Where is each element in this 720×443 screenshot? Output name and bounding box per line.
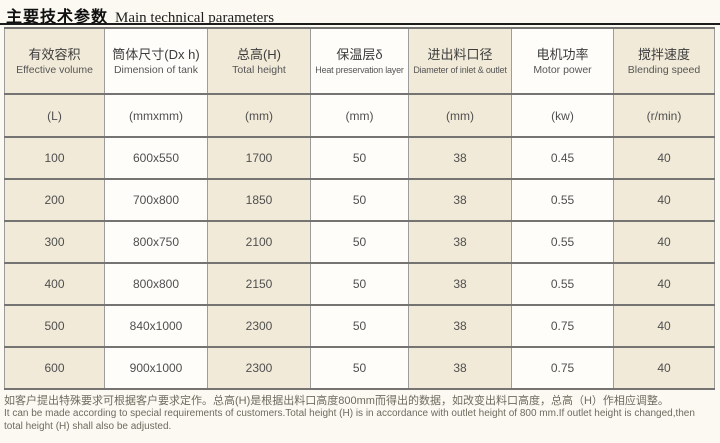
table-cell: 40 [613, 346, 715, 390]
table-row: 300 800x750 2100 50 38 0.55 40 [4, 220, 715, 264]
table-cell: 0.75 [511, 304, 614, 348]
table-cell: 40 [613, 178, 715, 222]
table-cell: 2300 [207, 346, 311, 390]
column-header-cn: 电机功率 [536, 46, 589, 62]
table-cell: 600x550 [104, 136, 208, 180]
footnote: 如客户提出特殊要求可根据客户要求定作。总高(H)是根据出料口高度800mm而得出… [0, 390, 720, 433]
table-row: 600 900x1000 2300 50 38 0.75 40 [4, 346, 715, 390]
column-header-blending-speed: 搅拌速度 Blending speed [613, 27, 715, 95]
table-cell: 300 [4, 220, 105, 264]
column-header-cn: 筒体尺寸(Dx h) [112, 46, 200, 62]
table-cell: 40 [613, 136, 715, 180]
page-title-cn: 主要技术参数 [6, 9, 109, 26]
table-cell: 0.55 [511, 220, 614, 264]
column-header-cn: 保温层δ [336, 46, 383, 62]
column-header-motor-power: 电机功率 Motor power [511, 27, 614, 95]
table-units-row: (L) (mmxmm) (mm) (mm) (mm) (kw) (r/min) [4, 93, 715, 138]
footnote-line-en-1: It can be made according to special requ… [4, 408, 695, 419]
unit-cell: (mm) [207, 93, 311, 138]
table-cell: 100 [4, 136, 105, 180]
table-cell: 38 [408, 220, 512, 264]
column-header-total-height: 总高(H) Total height [207, 27, 311, 95]
table-cell: 50 [310, 136, 409, 180]
footnote-line-en-2: total height (H) shall also be adjusted. [4, 420, 172, 432]
table-cell: 800x800 [104, 262, 208, 306]
table-cell: 0.55 [511, 262, 614, 306]
column-header-tank-dimension: 筒体尺寸(Dx h) Dimension of tank [104, 27, 208, 95]
table-cell: 700x800 [104, 178, 208, 222]
unit-cell: (kw) [511, 93, 614, 138]
table-cell: 50 [310, 304, 409, 348]
column-header-en: Total height [232, 63, 286, 76]
unit-cell: (mm) [310, 93, 409, 138]
table-row: 400 800x800 2150 50 38 0.55 40 [4, 262, 715, 306]
table-row: 200 700x800 1850 50 38 0.55 40 [4, 178, 715, 222]
table-cell: 1700 [207, 136, 311, 180]
table-cell: 600 [4, 346, 105, 390]
table-header-row: 有效容积 Effective volume 筒体尺寸(Dx h) Dimensi… [4, 27, 715, 95]
table-cell: 40 [613, 304, 715, 348]
table-cell: 900x1000 [104, 346, 208, 390]
table-cell: 40 [613, 262, 715, 306]
unit-cell: (L) [4, 93, 105, 138]
unit-cell: (mm) [408, 93, 512, 138]
table-cell: 50 [310, 178, 409, 222]
table-cell: 38 [408, 346, 512, 390]
table-cell: 400 [4, 262, 105, 306]
column-header-cn: 搅拌速度 [637, 46, 690, 62]
column-header-cn: 进出料口径 [427, 46, 493, 62]
column-header-inlet-outlet-diameter: 进出料口径 Diameter of inlet & outlet [408, 27, 512, 95]
column-header-en: Blending speed [627, 63, 701, 76]
table-cell: 0.45 [511, 136, 614, 180]
table-cell: 840x1000 [104, 304, 208, 348]
table-cell: 0.55 [511, 178, 614, 222]
table-cell: 2300 [207, 304, 311, 348]
title-divider [0, 23, 720, 25]
footnote-line-cn: 如客户提出特殊要求可根据客户要求定作。总高(H)是根据出料口高度800mm而得出… [4, 395, 669, 407]
parameters-table: 有效容积 Effective volume 筒体尺寸(Dx h) Dimensi… [4, 27, 715, 390]
table-cell: 38 [408, 304, 512, 348]
table-cell: 38 [408, 136, 512, 180]
table-cell: 38 [408, 178, 512, 222]
table-cell: 1850 [207, 178, 311, 222]
table-cell: 40 [613, 220, 715, 264]
page-title-en: Main technical parameters [115, 10, 275, 26]
table-cell: 0.75 [511, 346, 614, 390]
table-row: 100 600x550 1700 50 38 0.45 40 [4, 136, 715, 180]
table-cell: 50 [310, 262, 409, 306]
unit-cell: (r/min) [613, 93, 715, 138]
column-header-en: Motor power [533, 63, 592, 76]
column-header-cn: 有效容积 [28, 46, 81, 62]
table-cell: 200 [4, 178, 105, 222]
page-title: 主要技术参数 Main technical parameters [0, 0, 720, 26]
table-row: 500 840x1000 2300 50 38 0.75 40 [4, 304, 715, 348]
table-cell: 50 [310, 346, 409, 390]
table-cell: 2150 [207, 262, 311, 306]
table-cell: 50 [310, 220, 409, 264]
table-cell: 800x750 [104, 220, 208, 264]
column-header-effective-volume: 有效容积 Effective volume [4, 27, 105, 95]
column-header-en: Heat preservation layer [315, 64, 404, 75]
column-header-cn: 总高(H) [236, 46, 282, 62]
column-header-heat-preservation: 保温层δ Heat preservation layer [310, 27, 409, 95]
table-cell: 2100 [207, 220, 311, 264]
column-header-en: Dimension of tank [113, 63, 199, 76]
table-cell: 38 [408, 262, 512, 306]
column-header-en: Diameter of inlet & outlet [413, 64, 507, 75]
column-header-en: Effective volume [16, 63, 93, 76]
table-cell: 500 [4, 304, 105, 348]
unit-cell: (mmxmm) [104, 93, 208, 138]
